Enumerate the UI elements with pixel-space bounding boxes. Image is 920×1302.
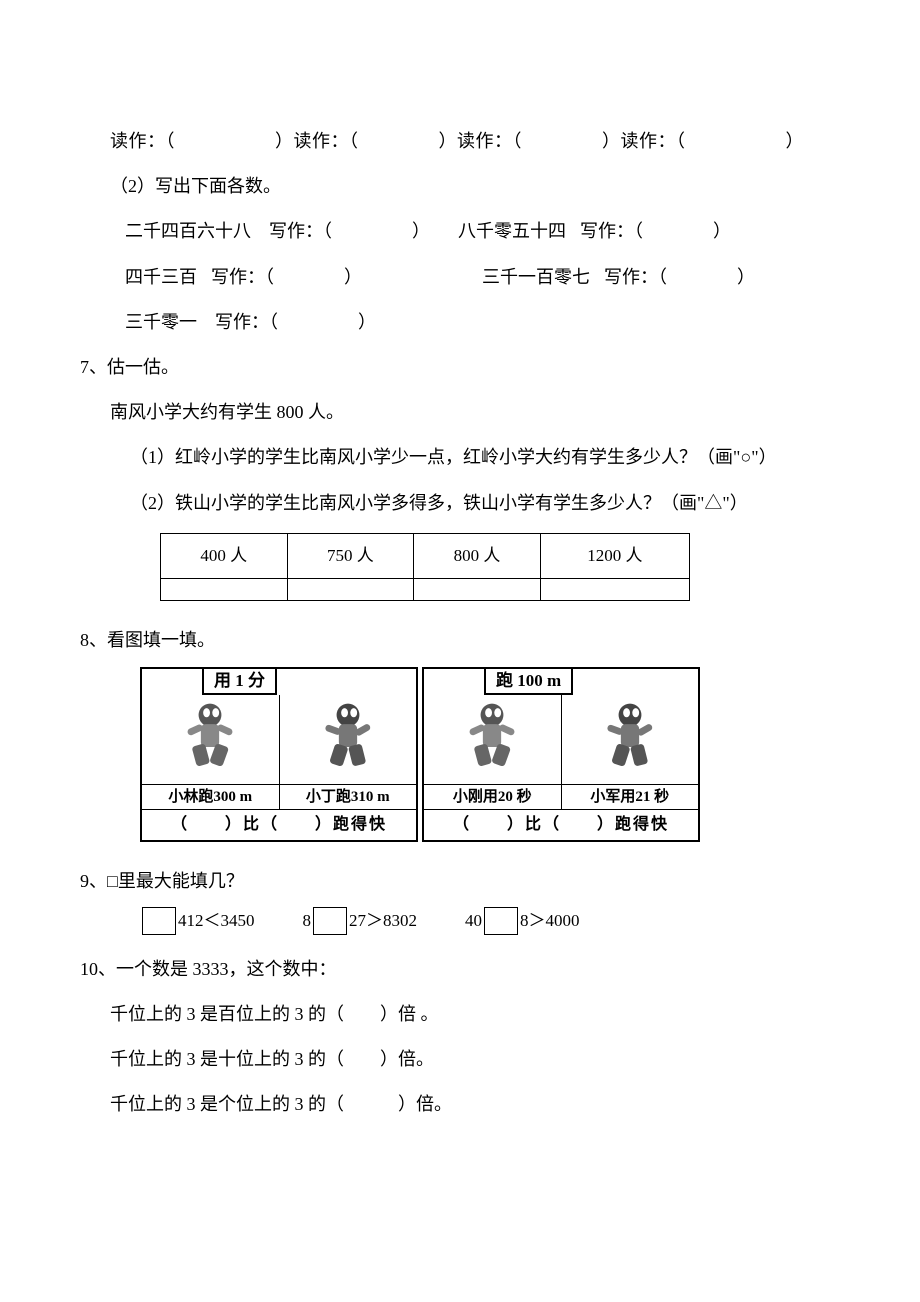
q8-label: 小林跑300 m [142, 785, 280, 810]
q9-blank-box[interactable] [313, 907, 347, 935]
q7-answer-cell[interactable] [161, 579, 288, 601]
running-child-icon [175, 699, 245, 779]
q8-group-2: 跑 100 m 小刚用20 秒 小军用21 秒 （ ）比（ ）跑得快 [422, 667, 700, 842]
q10-heading: 10、一个数是 3333，这个数中： [80, 948, 840, 991]
read-label: 读作： [457, 131, 513, 151]
q7-cell: 800 人 [414, 533, 541, 579]
q8-group-1: 用 1 分 小林跑300 m 小丁跑310 m （ ）比（ ）跑得快 [140, 667, 418, 842]
read-label: 读作： [110, 131, 166, 151]
running-child-icon [313, 699, 383, 779]
q8-heading: 8、看图填一填。 [80, 619, 840, 662]
q8-label: 小刚用20 秒 [424, 785, 562, 810]
q9-item-1: 412＜3450 [140, 901, 255, 942]
q7-cell: 750 人 [287, 533, 414, 579]
q7-answer-cell[interactable] [414, 579, 541, 601]
write-line-2: 四千三百写作：（）三千一百零七写作：（） [80, 256, 840, 299]
q9-item-3: 408＞4000 [465, 901, 580, 942]
q8-blank-2: （ ）比（ ）跑得快 [424, 809, 698, 840]
running-child-icon [457, 699, 527, 779]
q8-label: 小军用21 秒 [562, 785, 699, 810]
q9-heading: 9、□里最大能填几？ [80, 860, 840, 903]
q7-sub1: （1）红岭小学的学生比南风小学少一点，红岭小学大约有学生多少人？（画"○"） [80, 436, 840, 479]
q8-blank-1: （ ）比（ ）跑得快 [142, 809, 416, 840]
q8-header-2: 跑 100 m [484, 667, 573, 695]
q10-line-1: 千位上的 3 是百位上的 3 的（ ）倍 。 [80, 993, 840, 1036]
q7-heading: 7、估一估。 [80, 346, 840, 389]
q10-line-3: 千位上的 3 是个位上的 3 的（ ）倍。 [80, 1083, 840, 1126]
q9-blank-box[interactable] [142, 907, 176, 935]
q8-figure: 用 1 分 小林跑300 m 小丁跑310 m （ ）比（ ）跑得快 跑 100… [140, 667, 700, 842]
q7-answer-cell[interactable] [540, 579, 689, 601]
q7-cell: 1200 人 [540, 533, 689, 579]
q8-label: 小丁跑310 m [280, 785, 417, 810]
q10-line-2: 千位上的 3 是十位上的 3 的（ ）倍。 [80, 1038, 840, 1081]
sub2-heading: （2）写出下面各数。 [80, 165, 840, 208]
q7-sub2: （2）铁山小学的学生比南风小学多得多，铁山小学有学生多少人？（画"△"） [80, 482, 840, 525]
read-label: 读作： [621, 131, 677, 151]
read-label: 读作： [294, 131, 350, 151]
q9-blank-box[interactable] [484, 907, 518, 935]
q7-intro: 南风小学大约有学生 800 人。 [80, 391, 840, 434]
q9-item-2: 827＞8302 [303, 901, 418, 942]
q7-answer-cell[interactable] [287, 579, 414, 601]
q8-header-1: 用 1 分 [202, 667, 277, 695]
write-line-3: 三千零一写作：（） [80, 301, 840, 344]
q7-cell: 400 人 [161, 533, 288, 579]
q9-row: 412＜3450 827＞8302 408＞4000 [80, 901, 840, 942]
running-child-icon [595, 699, 665, 779]
q7-table: 400 人 750 人 800 人 1200 人 [160, 533, 690, 602]
read-blanks-row: 读作：（）读作：（）读作：（）读作：（） [80, 120, 840, 163]
write-line-1: 二千四百六十八写作：（）八千零五十四写作：（） [80, 210, 840, 253]
